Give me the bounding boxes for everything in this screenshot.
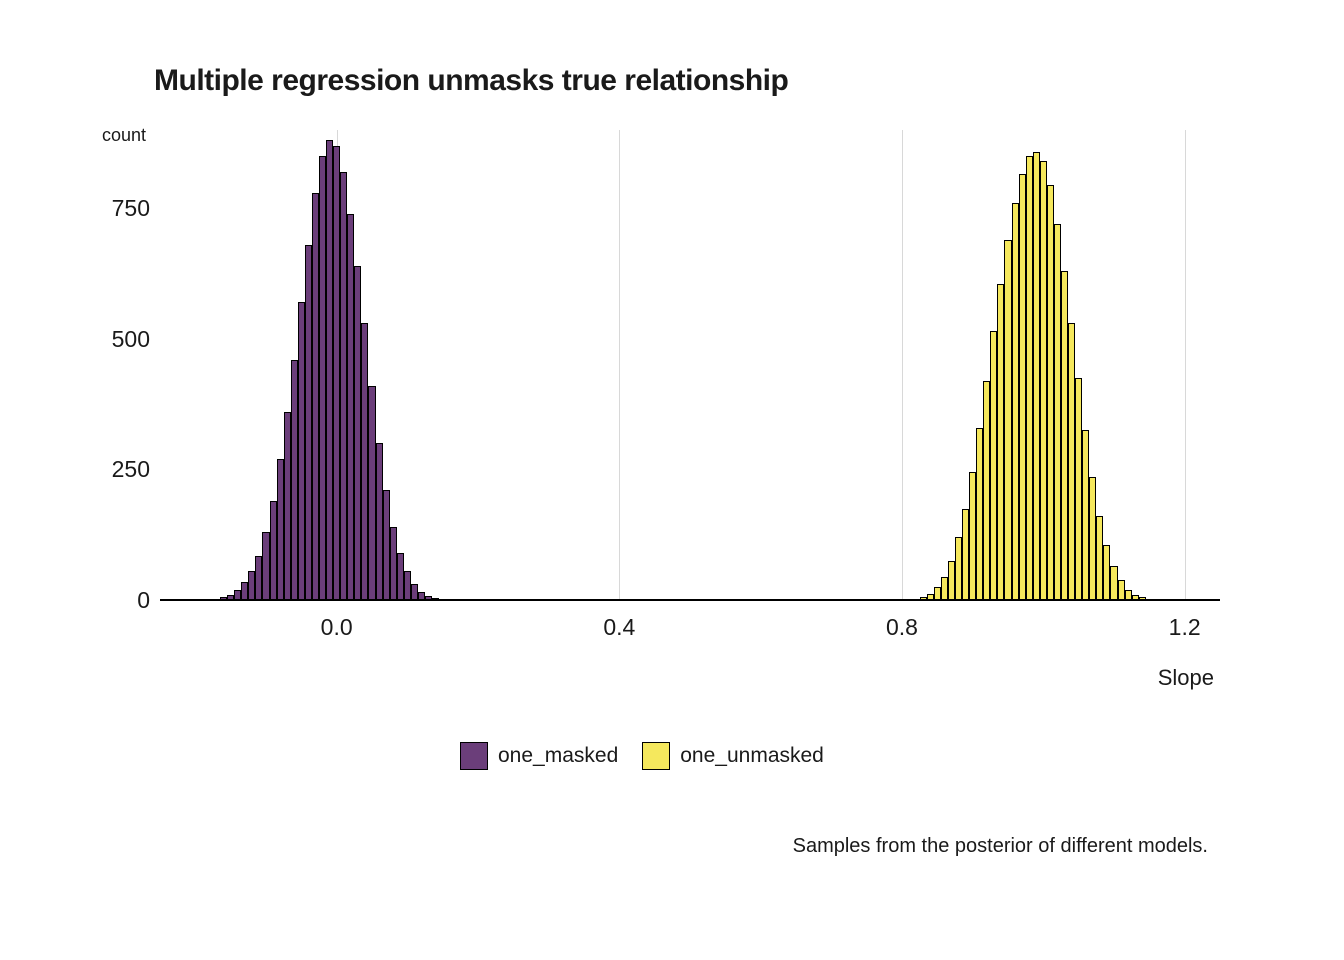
histogram-bar: [1110, 566, 1117, 600]
x-tick-label: 1.2: [1155, 614, 1215, 641]
gridline-vertical: [619, 130, 620, 600]
legend-item: one_unmasked: [642, 742, 824, 770]
histogram-bar: [1054, 224, 1061, 600]
histogram-bar: [291, 360, 298, 600]
y-tick-label: 500: [90, 326, 150, 353]
histogram-bar: [255, 556, 262, 600]
histogram-bar: [354, 266, 361, 600]
histogram-bar: [340, 172, 347, 600]
histogram-bar: [962, 509, 969, 600]
x-axis-label: Slope: [1158, 665, 1214, 691]
histogram-bar: [390, 527, 397, 600]
histogram-bar: [941, 577, 948, 601]
histogram-bar: [997, 284, 1004, 600]
histogram-bar: [1061, 271, 1068, 600]
histogram-bar: [333, 146, 340, 600]
histogram-bar: [270, 501, 277, 600]
histogram-bar: [990, 331, 997, 600]
histogram-bar: [1012, 203, 1019, 600]
histogram-bar: [948, 561, 955, 600]
histogram-bar: [312, 193, 319, 600]
histogram-bar: [1019, 174, 1026, 600]
x-tick-label: 0.4: [589, 614, 649, 641]
histogram-bar: [404, 571, 411, 600]
histogram-bar: [1075, 378, 1082, 600]
histogram-bar: [1089, 477, 1096, 600]
legend-label: one_unmasked: [680, 744, 824, 768]
y-axis-label: count: [102, 125, 146, 146]
histogram-bar: [1068, 323, 1075, 600]
histogram-bar: [1096, 516, 1103, 600]
legend-swatch: [642, 742, 670, 770]
legend: one_masked one_unmasked: [460, 742, 824, 770]
histogram-bar: [319, 156, 326, 600]
histogram-bar: [241, 582, 248, 600]
histogram-bar: [361, 323, 368, 600]
histogram-bar: [969, 472, 976, 600]
y-tick-label: 750: [90, 195, 150, 222]
legend-item: one_masked: [460, 742, 618, 770]
x-tick-label: 0.8: [872, 614, 932, 641]
histogram-bar: [397, 553, 404, 600]
histogram-bar: [305, 245, 312, 600]
histogram-bar: [376, 443, 383, 600]
histogram-bar: [1004, 240, 1011, 600]
x-tick-label: 0.0: [307, 614, 367, 641]
chart-caption: Samples from the posterior of different …: [793, 835, 1208, 858]
histogram-bar: [277, 459, 284, 600]
histogram-bar: [1040, 161, 1047, 600]
histogram-bar: [383, 490, 390, 600]
histogram-bar: [1103, 545, 1110, 600]
histogram-bar: [983, 381, 990, 600]
histogram-bar: [955, 537, 962, 600]
legend-swatch: [460, 742, 488, 770]
histogram-bar: [1082, 430, 1089, 600]
histogram-bar: [1033, 152, 1040, 600]
histogram-bar: [284, 412, 291, 600]
gridline-vertical: [1185, 130, 1186, 600]
histogram-bar: [326, 140, 333, 600]
histogram-bar: [347, 214, 354, 600]
histogram-bar: [298, 302, 305, 600]
histogram-bar: [248, 571, 255, 600]
chart-title: Multiple regression unmasks true relatio…: [154, 64, 788, 98]
histogram-bar: [976, 428, 983, 600]
y-tick-label: 0: [90, 587, 150, 614]
legend-label: one_masked: [498, 744, 618, 768]
histogram-bar: [262, 532, 269, 600]
plot-area: 02505007500.00.40.81.2: [160, 130, 1220, 600]
histogram-bar: [411, 584, 418, 600]
y-tick-label: 250: [90, 456, 150, 483]
histogram-bar: [1026, 156, 1033, 600]
x-axis-line: [160, 599, 1220, 601]
histogram-bar: [1118, 580, 1125, 600]
histogram-bar: [368, 386, 375, 600]
histogram-bar: [1047, 185, 1054, 600]
chart-container: Multiple regression unmasks true relatio…: [0, 0, 1344, 960]
gridline-vertical: [902, 130, 903, 600]
